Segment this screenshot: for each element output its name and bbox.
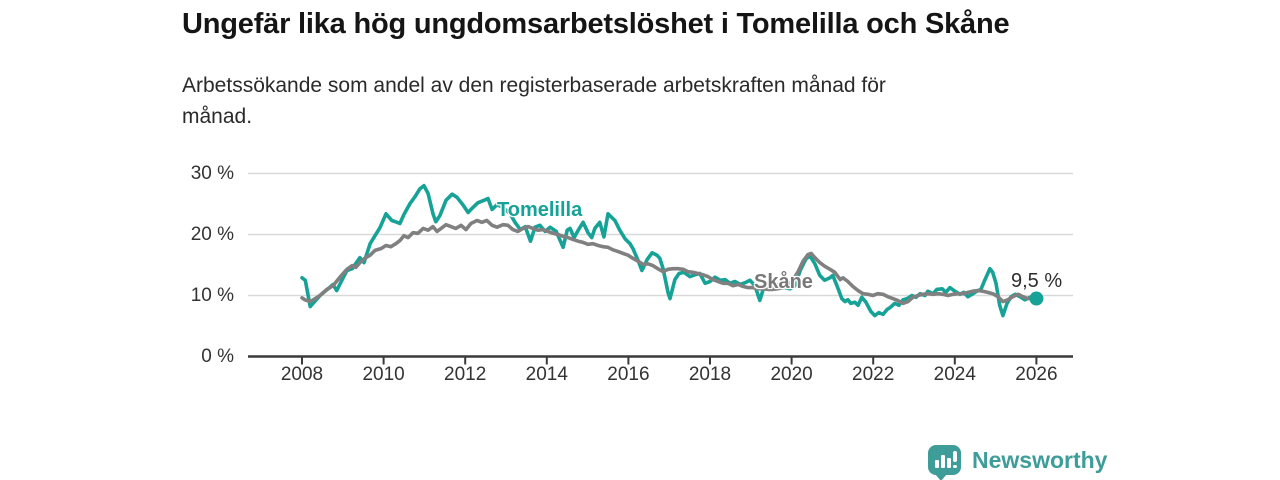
x-tick-label: 2018 [688,364,732,385]
x-tick-label: 2012 [444,364,487,385]
x-tick-label: 2008 [280,364,324,385]
y-tick-label: 30 % [190,162,234,184]
chart-subtitle: Arbetssökande som andel av den registerb… [182,70,1082,132]
logo-bar-icon [941,455,945,468]
latest-value-dot [1029,291,1044,306]
x-tick-label: 2020 [770,364,813,385]
skane-line [300,218,1039,306]
logo-speech-tail [935,474,947,480]
chart-subtitle-line-2: månad. [182,105,253,128]
newsworthy-brand: Newsworthy [928,441,1108,480]
page-title: Ungefär lika hög ungdomsarbetslöshet i T… [182,8,1010,40]
chart-subtitle-line-1: Arbetssökande som andel av den registerb… [182,74,886,97]
latest-value-annotation: 9,5 % [1011,270,1063,292]
series-label-tomelilla: Tomelilla [497,199,583,221]
y-tick-label: 0 % [201,345,234,367]
logo-exclamation-icon [953,451,957,462]
x-tick-label: 2016 [607,364,650,385]
y-tick-label: 10 % [190,284,234,306]
logo-bar-icon [935,460,939,468]
x-tick-label: 2026 [1015,364,1058,385]
newsworthy-logo-icon [928,445,961,480]
logo-exclamation-dot-icon [953,464,957,468]
x-tick-label: 2022 [852,364,895,385]
x-tick-label: 2014 [525,364,568,385]
logo-bar-icon [947,458,951,468]
brand-name: Newsworthy [972,446,1108,473]
x-tick-label: 2024 [933,364,976,385]
y-tick-label: 20 % [190,223,234,245]
series-label-skane: Skåne [754,271,813,293]
x-tick-label: 2010 [362,364,405,385]
